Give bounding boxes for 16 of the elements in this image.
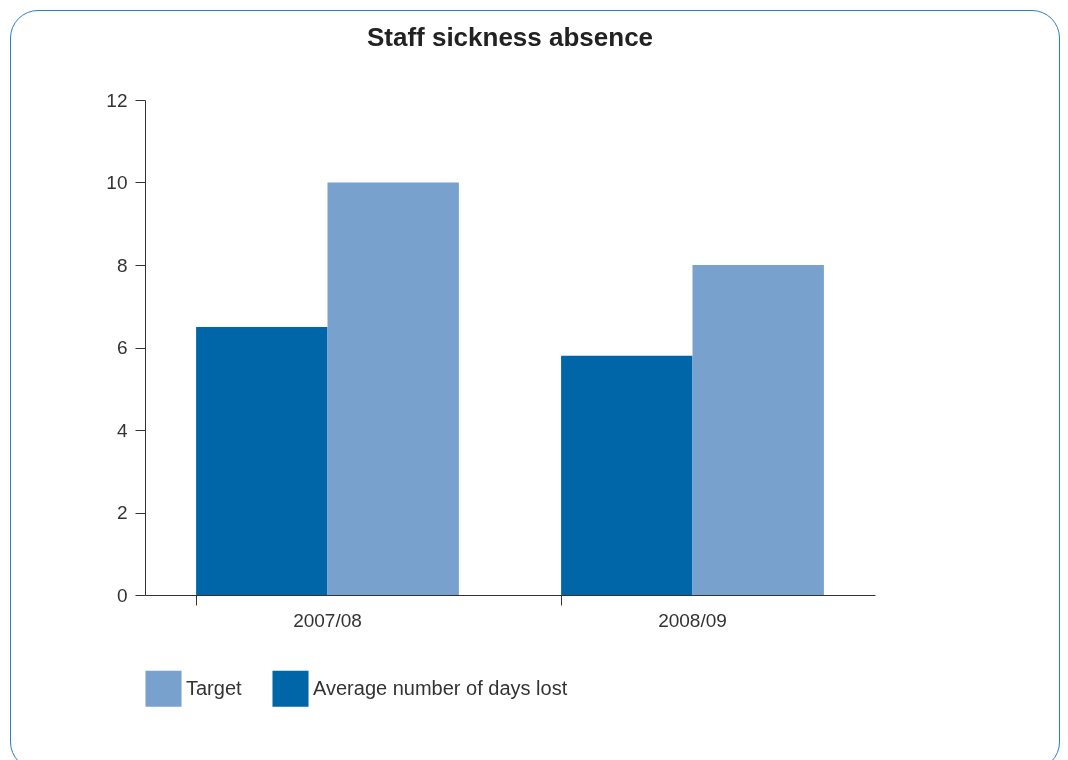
y-tick-label: 6 [116, 337, 128, 358]
y-tick-label: 8 [116, 254, 128, 276]
bar [327, 182, 459, 595]
y-tick-label: 10 [106, 172, 128, 193]
x-tick-label: 2008/09 [658, 609, 727, 631]
bar [196, 326, 328, 595]
y-tick-label: 2 [116, 502, 128, 523]
y-tick-label: 4 [116, 419, 128, 441]
y-tick-label: 12 [106, 89, 128, 111]
bar [561, 355, 693, 595]
legend-label: Target [186, 676, 243, 699]
x-tick-label: 2007/08 [293, 609, 362, 631]
legend-label: Average number of days lost [313, 676, 568, 699]
bar [692, 265, 824, 595]
chart-title: Staff sickness absence [366, 22, 654, 52]
y-tick-label: 0 [116, 584, 128, 606]
